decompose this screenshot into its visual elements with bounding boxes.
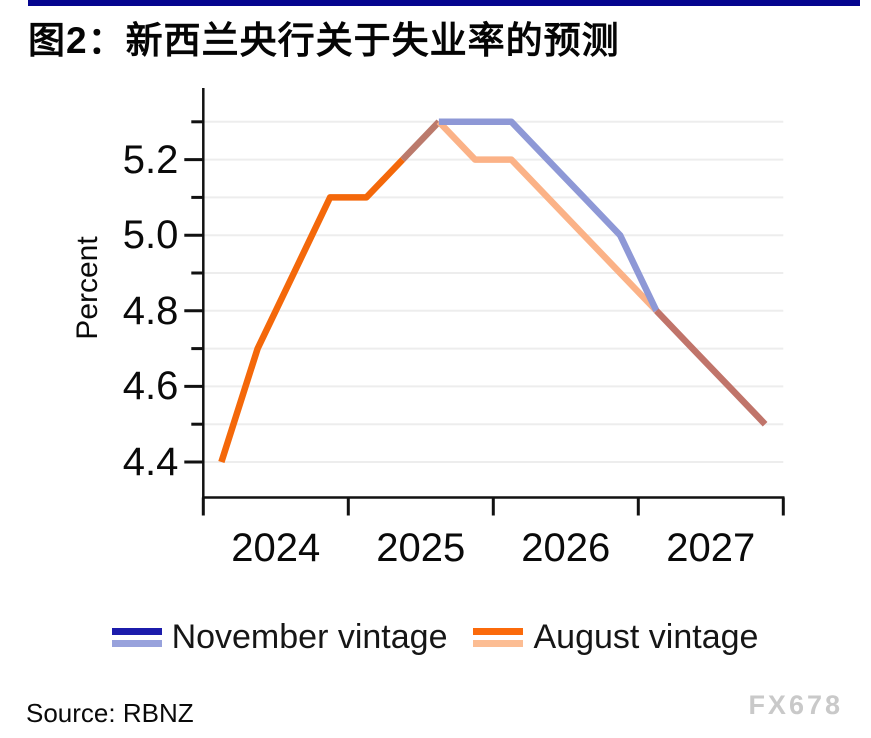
legend-label-august: August vintage <box>533 617 759 656</box>
y-tick-label-4.6: 4.6 <box>122 364 179 409</box>
y-tick-label-4.4: 4.4 <box>122 440 179 484</box>
overlap-tail-line <box>654 308 768 427</box>
november-swatch-dark <box>111 627 162 635</box>
x-tick-label-2024: 2024 <box>231 526 321 570</box>
legend-label-november: November vintage <box>171 617 448 656</box>
november-swatch-light <box>111 639 162 647</box>
november-forecast-line <box>438 118 660 313</box>
y-axis-title: Percent <box>71 236 104 340</box>
y-tick-label-5.0: 5.0 <box>122 213 179 258</box>
august-swatch-light <box>473 639 524 647</box>
x-tick-label-2027: 2027 <box>666 526 756 570</box>
legend-item-november: November vintage <box>111 617 448 657</box>
watermark: FX678 <box>748 690 843 720</box>
overlap-rise-line <box>400 119 442 162</box>
x-tick-label-2025: 2025 <box>376 526 466 570</box>
y-tick-label-5.2: 5.2 <box>122 137 179 182</box>
x-tick-label-2026: 2026 <box>521 526 611 570</box>
august-swatch-dark <box>473 627 524 635</box>
august-forecast-line <box>436 119 659 314</box>
chart-legend: November vintage August vintage <box>40 608 830 666</box>
legend-item-august: August vintage <box>473 618 758 657</box>
november-line-swatch-icon <box>111 627 162 647</box>
august-actual-line <box>218 157 405 463</box>
y-tick-label-4.8: 4.8 <box>122 288 179 333</box>
source-note: Source: RBNZ <box>26 698 194 728</box>
chart-title: 图2：新西兰央行关于失业率的预测 <box>28 20 620 61</box>
top-accent-bar <box>28 0 860 6</box>
august-line-swatch-icon <box>473 627 524 647</box>
